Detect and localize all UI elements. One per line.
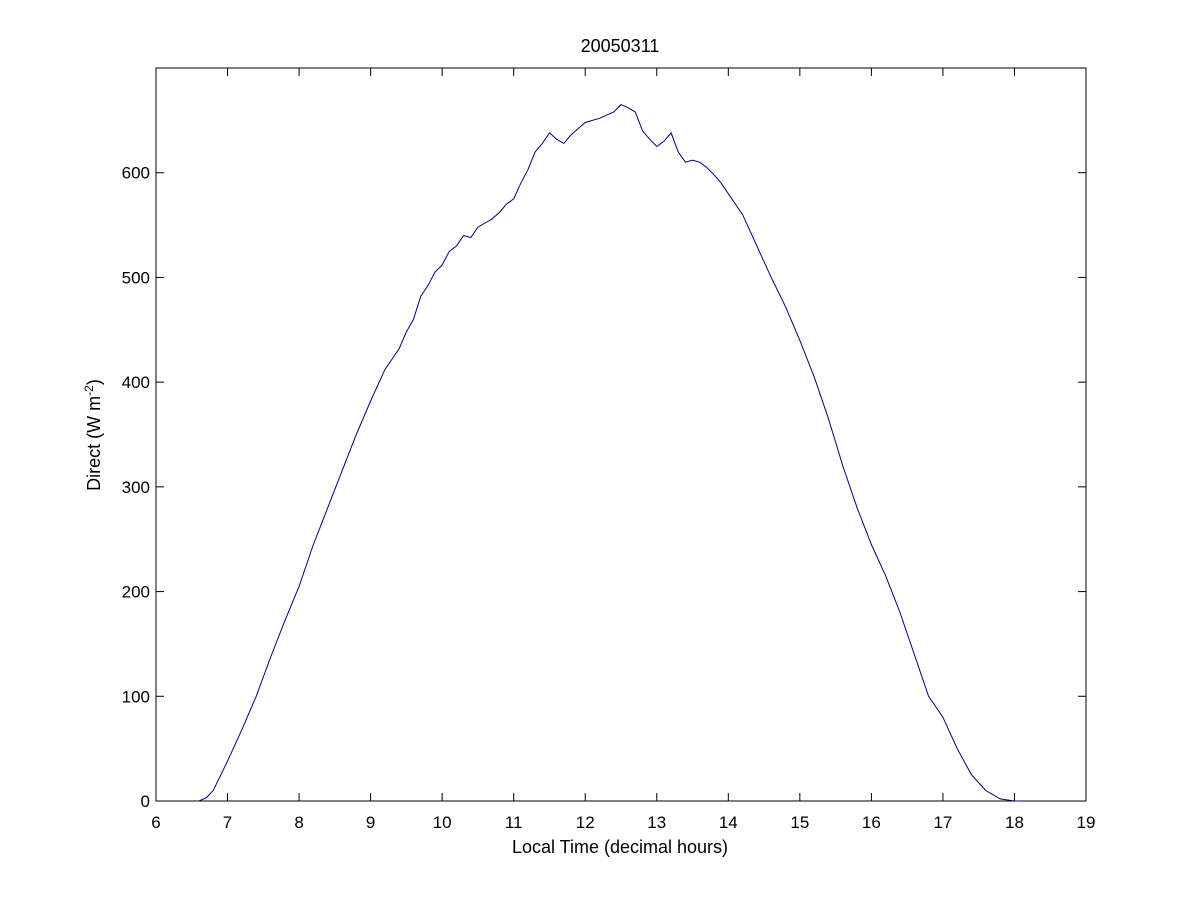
x-tick-label-13: 19: [1077, 813, 1096, 832]
y-tick-label-4: 400: [122, 373, 150, 392]
x-axis-ticks: 6 7 8 9 10 11 12 13 14 15 16 17 18 19: [151, 68, 1095, 832]
x-tick-label-8: 14: [719, 813, 738, 832]
y-tick-label-5: 500: [122, 268, 150, 287]
plot-area: [155, 67, 1087, 802]
x-axis-label: Local Time (decimal hours): [512, 837, 728, 857]
y-tick-label-0: 0: [141, 792, 150, 811]
x-tick-label-1: 7: [223, 813, 232, 832]
y-axis-label-main: Direct (W m: [84, 396, 104, 491]
axes-frame: [155, 67, 1087, 802]
x-tick-label-9: 15: [790, 813, 809, 832]
chart-title: 20050311: [581, 36, 660, 56]
y-axis-ticks: 0 100 200 300 400 500 600: [122, 164, 1086, 811]
y-tick-label-6: 600: [122, 164, 150, 183]
y-tick-label-2: 200: [122, 583, 150, 602]
x-tick-label-5: 11: [505, 813, 523, 832]
x-tick-label-10: 16: [862, 813, 881, 832]
y-axis-label-end: ): [84, 379, 104, 385]
series-line: [198, 104, 1022, 802]
x-tick-label-2: 8: [294, 813, 303, 832]
x-tick-label-4: 10: [433, 813, 452, 832]
y-axis-label: Direct (W m-2): [82, 379, 104, 491]
x-tick-label-12: 18: [1005, 813, 1024, 832]
y-tick-label-3: 300: [122, 478, 150, 497]
x-tick-label-3: 9: [366, 813, 375, 832]
x-tick-label-0: 6: [151, 813, 160, 832]
x-tick-label-7: 13: [647, 813, 666, 832]
x-tick-label-6: 12: [576, 813, 595, 832]
x-tick-label-11: 17: [933, 813, 952, 832]
y-tick-label-1: 100: [122, 687, 150, 706]
y-axis-label-superscript: -2: [82, 385, 96, 396]
